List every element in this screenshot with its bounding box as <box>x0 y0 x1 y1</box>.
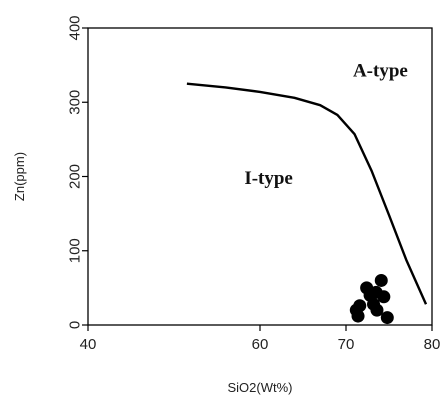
x-tick-label: 70 <box>338 336 355 353</box>
x-tick-label: 40 <box>80 336 97 353</box>
data-point <box>369 285 383 299</box>
boundary-curve <box>186 82 428 305</box>
data-point <box>370 303 384 317</box>
data-point <box>374 273 388 287</box>
region-label: I-type <box>244 168 293 189</box>
y-tick-label: 200 <box>66 164 83 189</box>
region-label: A-type <box>353 60 408 81</box>
x-axis-ticks: 40 60 70 80 <box>80 325 441 353</box>
data-point <box>353 299 367 313</box>
y-tick-label: 100 <box>66 238 83 263</box>
data-point <box>380 311 394 325</box>
data-points <box>349 273 394 325</box>
x-tick-label: 60 <box>252 336 269 353</box>
x-axis-title: SiO2(Wt%) <box>228 380 293 395</box>
y-tick-label: 400 <box>66 15 83 40</box>
region-labels: A-type I-type <box>244 60 408 189</box>
y-tick-label: 0 <box>66 321 83 329</box>
y-axis-title: Zn(ppm) <box>12 152 27 201</box>
data-point <box>351 309 365 323</box>
x-tick-label: 80 <box>424 336 441 353</box>
y-tick-label: 300 <box>66 90 83 115</box>
y-axis-ticks: 0 100 200 300 400 <box>66 15 88 329</box>
